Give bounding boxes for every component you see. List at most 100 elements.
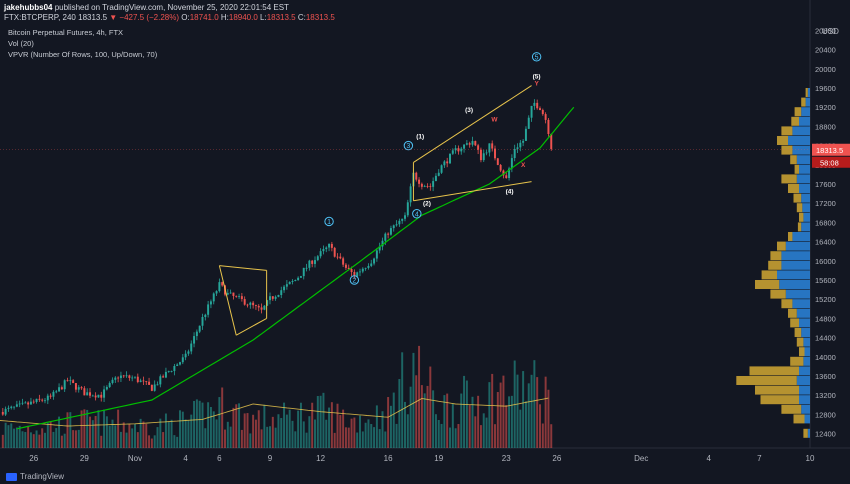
volume-bar bbox=[524, 401, 527, 448]
close-label: C: bbox=[297, 13, 306, 22]
candle-body bbox=[384, 233, 387, 241]
wave-label: (5) bbox=[533, 73, 541, 80]
volume-bar bbox=[454, 428, 457, 448]
price-tick-label: 15600 bbox=[815, 276, 836, 285]
volume-bar bbox=[204, 428, 207, 448]
volume-bar bbox=[373, 427, 376, 448]
time-tick-label: 16 bbox=[384, 454, 393, 463]
price-change: ▼ −427.5 (−2.28%) bbox=[109, 13, 180, 22]
candle-body bbox=[404, 215, 406, 219]
volume-bar bbox=[125, 432, 128, 448]
vpvr-down-bar bbox=[790, 318, 799, 328]
volume-bar bbox=[468, 404, 471, 448]
series-title[interactable]: Bitcoin Perpetual Futures, 4h, FTX bbox=[8, 28, 124, 37]
candle-body bbox=[505, 175, 508, 178]
time-tick-label: 29 bbox=[80, 454, 89, 463]
volume-bar bbox=[218, 397, 221, 448]
candle-body bbox=[451, 150, 454, 154]
vpvr-up-bar bbox=[796, 155, 810, 165]
volume-bar bbox=[277, 414, 280, 448]
volume-bar bbox=[198, 400, 201, 448]
volume-indicator-label[interactable]: Vol (20) bbox=[8, 39, 34, 48]
volume-bar bbox=[457, 424, 460, 448]
candle-body bbox=[333, 247, 336, 257]
vpvr-indicator-label[interactable]: VPVR (Number Of Rows, 100, Up/Down, 70) bbox=[8, 50, 158, 59]
price-tick-label: 13600 bbox=[815, 372, 836, 381]
volume-bar bbox=[86, 409, 89, 448]
vpvr-up-bar bbox=[805, 97, 810, 107]
candle-body bbox=[221, 282, 224, 286]
volume-bar bbox=[114, 425, 117, 448]
candle-body bbox=[145, 381, 148, 382]
vpvr-down-bar bbox=[796, 203, 803, 213]
candle-body bbox=[181, 357, 184, 363]
price-tick-label: 13200 bbox=[815, 391, 836, 400]
volume-bar bbox=[24, 432, 27, 448]
volume-bar bbox=[401, 352, 404, 448]
candle-body bbox=[541, 109, 544, 115]
candle-body bbox=[465, 143, 468, 145]
candle-body bbox=[13, 406, 16, 408]
price-tick-label: 18800 bbox=[815, 122, 836, 131]
candle-body bbox=[519, 142, 522, 148]
price-tick-label: 20800 bbox=[815, 26, 836, 35]
volume-bar bbox=[297, 410, 300, 448]
volume-bar bbox=[4, 422, 7, 448]
candle-body bbox=[510, 158, 513, 169]
candle-body bbox=[420, 183, 423, 187]
price-tick-label: 19200 bbox=[815, 103, 836, 112]
volume-bar bbox=[271, 416, 274, 448]
volume-bar bbox=[339, 415, 342, 448]
candle-body bbox=[229, 292, 232, 294]
volume-bar bbox=[238, 403, 241, 448]
volume-bar bbox=[235, 404, 238, 448]
candle-body bbox=[108, 383, 111, 388]
candle-body bbox=[378, 246, 381, 251]
candle-body bbox=[496, 158, 499, 165]
vpvr-up-bar bbox=[804, 414, 810, 424]
channel-line bbox=[413, 85, 532, 163]
volume-bar bbox=[547, 389, 550, 448]
candle-body bbox=[305, 267, 308, 269]
vpvr-up-bar bbox=[801, 193, 810, 203]
candle-body bbox=[119, 375, 122, 379]
volume-bar bbox=[527, 383, 530, 448]
price-tick-label: 14000 bbox=[815, 353, 836, 362]
countdown-tag bbox=[812, 156, 850, 168]
candle-body bbox=[516, 147, 519, 149]
volume-bar bbox=[429, 366, 432, 448]
candle-body bbox=[218, 282, 221, 292]
candle-body bbox=[63, 380, 66, 390]
author-name[interactable]: jakehubbs04 bbox=[4, 3, 53, 12]
candle-body bbox=[131, 377, 134, 379]
vpvr-down-bar bbox=[760, 395, 799, 405]
wave-count-label: 4 bbox=[415, 211, 419, 218]
volume-bar bbox=[539, 404, 541, 448]
volume-bar bbox=[361, 431, 364, 448]
vpvr-up-bar bbox=[781, 260, 810, 270]
vpvr-down-bar bbox=[805, 88, 808, 97]
candle-body bbox=[415, 172, 418, 180]
candle-body bbox=[463, 144, 466, 149]
candle-body bbox=[479, 149, 482, 161]
volume-bar bbox=[367, 419, 370, 448]
time-tick-label: 19 bbox=[434, 454, 443, 463]
candle-body bbox=[260, 307, 263, 310]
volume-bar bbox=[193, 400, 196, 448]
candle-body bbox=[314, 260, 316, 264]
candle-body bbox=[367, 265, 370, 268]
volume-bar bbox=[423, 393, 426, 448]
volume-bar bbox=[58, 416, 61, 448]
low-value: 18313.5 bbox=[266, 13, 296, 22]
wave-count-label: 2 bbox=[352, 278, 356, 285]
price-tick-label: 16400 bbox=[815, 238, 836, 247]
candle-body bbox=[4, 408, 7, 415]
candle-body bbox=[418, 179, 421, 184]
candle-body bbox=[257, 305, 260, 308]
time-tick-label: 12 bbox=[316, 454, 325, 463]
volume-bar bbox=[443, 395, 446, 448]
price-tick-label: 16800 bbox=[815, 218, 836, 227]
volume-bar bbox=[100, 435, 103, 448]
volume-bar bbox=[488, 382, 491, 448]
